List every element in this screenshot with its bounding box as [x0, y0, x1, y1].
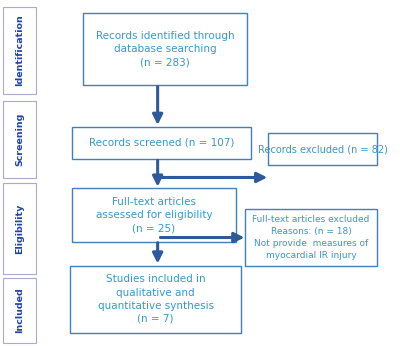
Text: Records identified through
database searching
(n = 283): Records identified through database sear…: [96, 31, 234, 67]
Text: Full-text articles excluded
Reasons: (n = 18)
Not provide  measures of
myocardia: Full-text articles excluded Reasons: (n …: [252, 215, 370, 260]
Text: Included: Included: [15, 288, 24, 333]
FancyBboxPatch shape: [3, 7, 36, 94]
Text: Screening: Screening: [15, 113, 24, 166]
FancyBboxPatch shape: [268, 133, 377, 165]
FancyBboxPatch shape: [3, 101, 36, 178]
FancyBboxPatch shape: [72, 127, 251, 159]
Text: Eligibility: Eligibility: [15, 203, 24, 254]
FancyBboxPatch shape: [3, 183, 36, 274]
Text: Identification: Identification: [15, 15, 24, 86]
FancyBboxPatch shape: [72, 189, 236, 242]
Text: Full-text articles
assessed for eligibility
(n = 25): Full-text articles assessed for eligibil…: [96, 197, 212, 233]
Text: Studies included in
qualitative and
quantitative synthesis
(n = 7): Studies included in qualitative and quan…: [98, 274, 214, 324]
Text: Records excluded (n = 82): Records excluded (n = 82): [258, 144, 388, 154]
FancyBboxPatch shape: [3, 278, 36, 343]
FancyBboxPatch shape: [83, 13, 247, 85]
FancyBboxPatch shape: [245, 209, 377, 266]
FancyBboxPatch shape: [70, 266, 242, 333]
Text: Records screened (n = 107): Records screened (n = 107): [89, 138, 234, 148]
